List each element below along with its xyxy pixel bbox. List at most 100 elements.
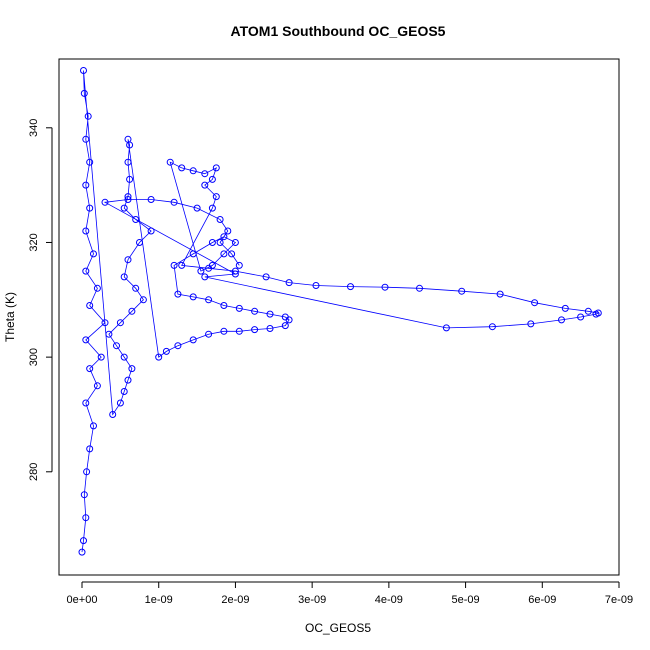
data-point (83, 468, 91, 476)
data-point (224, 227, 232, 235)
data-point (120, 388, 128, 395)
data-point (442, 324, 450, 332)
data-point (124, 376, 132, 384)
data-point (120, 204, 128, 212)
data-point (577, 313, 585, 321)
data-point (285, 279, 293, 287)
data-point (128, 307, 136, 315)
data-point (488, 323, 496, 331)
data-point (128, 365, 136, 373)
data-point (86, 204, 94, 212)
x-tick-label: 6e-09 (528, 594, 556, 606)
x-tick-label: 0e+00 (67, 594, 98, 606)
data-point (251, 307, 259, 315)
y-tick-label: 340 (28, 119, 40, 137)
data-point (82, 399, 90, 407)
data-point (101, 198, 109, 206)
x-axis-label: OC_GEOS5 (305, 621, 371, 635)
data-point (558, 316, 565, 324)
y-tick-label: 280 (28, 463, 40, 481)
y-axis-label: Theta (K) (3, 292, 17, 342)
data-point (120, 273, 128, 281)
chart-title: ATOM1 Southbound OC_GEOS5 (231, 23, 446, 39)
data-point (266, 310, 274, 318)
x-tick-label: 4e-09 (375, 594, 403, 606)
data-point (82, 135, 90, 143)
data-point (170, 198, 178, 206)
data-point (527, 320, 535, 328)
data-point (126, 175, 134, 183)
data-point (132, 284, 140, 292)
data-point (205, 296, 213, 304)
data-point (120, 353, 128, 361)
data-point (80, 89, 88, 97)
data-point (124, 193, 132, 201)
data-point (208, 204, 216, 212)
data-point (458, 287, 466, 295)
data-layer (78, 67, 602, 556)
data-point (90, 422, 97, 430)
data-point (231, 239, 239, 246)
data-point (136, 239, 143, 246)
data-point (80, 491, 88, 499)
y-axis: 280 300 320 340 (28, 119, 53, 481)
data-point (86, 302, 94, 309)
data-point (86, 158, 94, 166)
data-point (201, 273, 209, 281)
data-point (84, 112, 92, 120)
data-point (281, 322, 289, 330)
data-point (592, 310, 600, 318)
x-tick-label: 7e-09 (605, 594, 633, 606)
x-tick-label: 2e-09 (221, 594, 249, 606)
data-point (235, 304, 243, 312)
data-point (251, 326, 259, 334)
data-point (231, 267, 239, 275)
data-point (82, 514, 90, 522)
data-point (86, 445, 94, 453)
x-tick-label: 5e-09 (452, 594, 480, 606)
data-point (178, 164, 186, 172)
data-point (205, 330, 213, 338)
data-point (312, 282, 320, 289)
data-point (82, 267, 90, 275)
data-point (208, 239, 216, 246)
data-point (166, 158, 174, 166)
data-point (116, 319, 124, 327)
data-point (124, 256, 132, 264)
data-point (496, 290, 504, 298)
data-point (193, 204, 201, 212)
data-point (80, 537, 87, 545)
data-point (155, 353, 163, 361)
data-point (584, 307, 592, 315)
data-point (178, 261, 186, 269)
data-point (90, 250, 97, 258)
data-point (220, 302, 228, 309)
data-point (82, 227, 90, 235)
data-point (189, 293, 197, 301)
data-point (201, 181, 209, 189)
data-point (235, 261, 243, 269)
data-point (220, 327, 228, 335)
data-point (101, 319, 109, 327)
data-point (109, 411, 117, 418)
data-point (235, 327, 243, 335)
x-tick-label: 3e-09 (298, 594, 326, 606)
data-point (189, 250, 197, 258)
data-point (93, 284, 101, 292)
data-point (162, 347, 170, 355)
data-point (205, 264, 213, 272)
data-point (116, 399, 124, 407)
data-point (78, 548, 86, 556)
x-axis: 0e+00 1e-09 2e-09 3e-09 4e-09 5e-09 6e-09 7e-09 (67, 581, 633, 606)
data-point (381, 283, 389, 291)
data-point (86, 365, 94, 373)
data-point (132, 216, 140, 223)
data-point (174, 342, 182, 350)
data-point (220, 250, 228, 258)
data-point (82, 181, 90, 189)
data-point (212, 164, 220, 172)
data-point (216, 239, 224, 246)
y-tick-label: 300 (28, 348, 40, 366)
data-point (216, 216, 224, 223)
